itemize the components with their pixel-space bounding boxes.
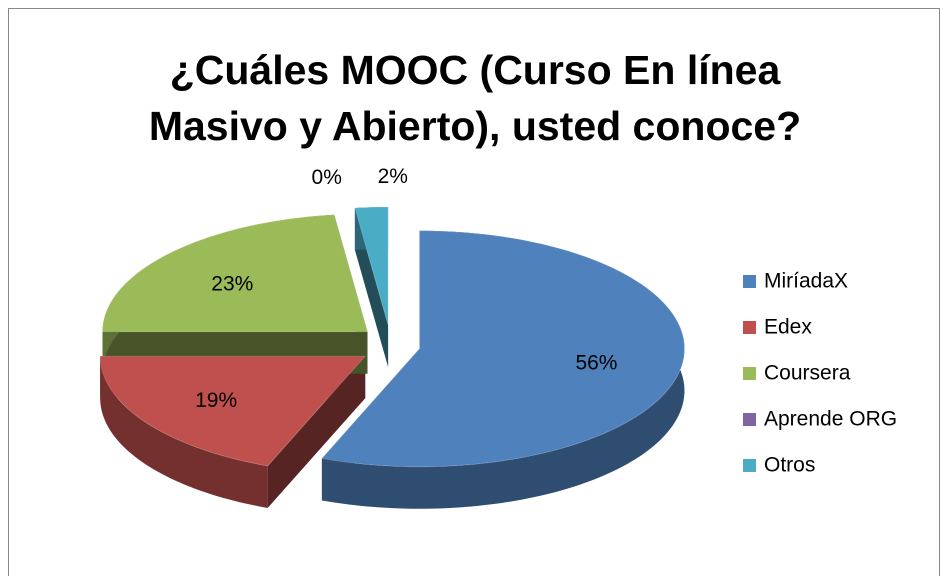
data-label: 0% (312, 166, 342, 189)
legend-swatch (743, 413, 756, 426)
slice-outer (100, 356, 268, 508)
data-label: 23% (211, 272, 253, 295)
legend-label: MiríadaX (764, 270, 848, 293)
legend-swatch (743, 275, 756, 288)
pie-tops (99, 206, 685, 468)
legend-label: Aprende ORG (764, 408, 897, 431)
legend-label: Edex (764, 316, 812, 339)
chart-frame (8, 8, 940, 576)
slice (320, 230, 685, 468)
data-label: 56% (575, 351, 617, 374)
slice (354, 206, 389, 326)
legend-swatch (743, 459, 756, 472)
chart-title: ¿Cuáles MOOC (Curso En línea Masivo y Ab… (148, 47, 802, 149)
legend-label: Coursera (764, 362, 851, 385)
slice (101, 214, 369, 333)
data-label: 2% (378, 165, 408, 188)
legend-swatch (743, 321, 756, 334)
data-label: 19% (195, 389, 237, 412)
legend-swatch (743, 367, 756, 380)
legend-label: Otros (764, 454, 815, 477)
slice (99, 355, 367, 467)
